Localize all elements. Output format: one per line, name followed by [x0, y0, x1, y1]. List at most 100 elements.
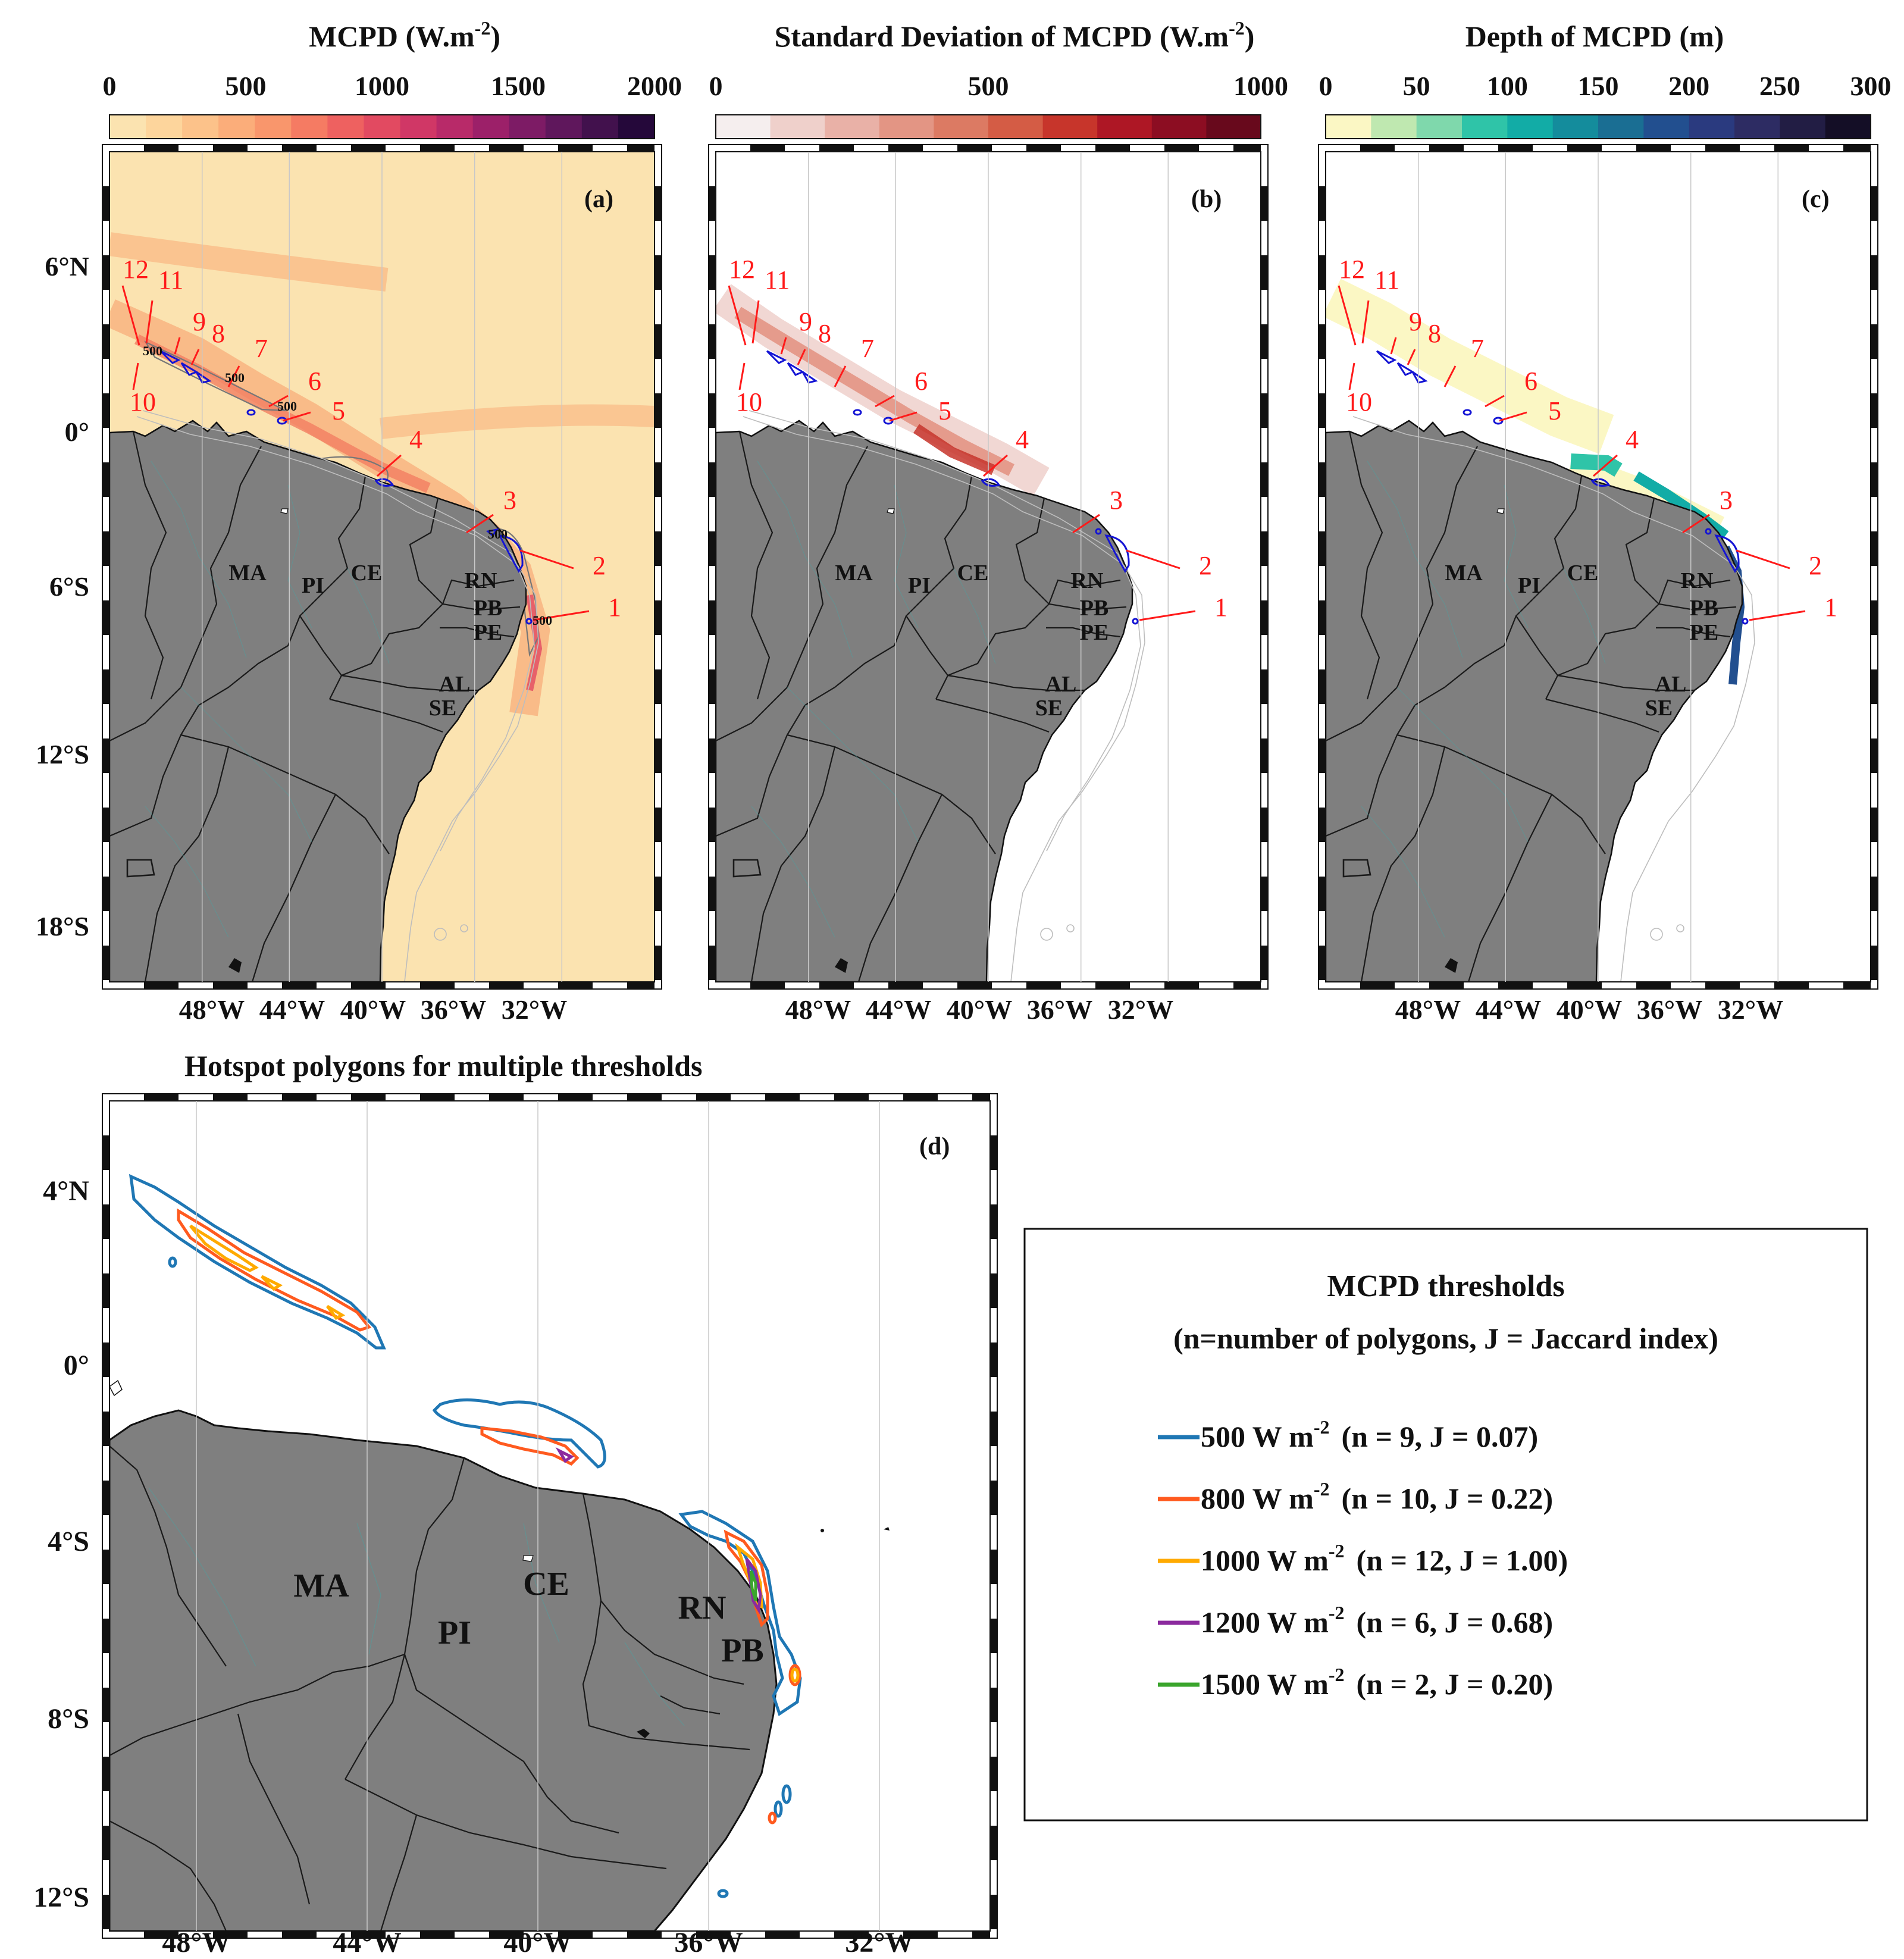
- hotspot-leader-line: [1361, 300, 1370, 344]
- state-label-se: SE: [1035, 696, 1063, 721]
- colorbar-tick-label: 50: [1403, 71, 1430, 101]
- hotspot-leader-line: [1749, 610, 1806, 621]
- x-tick-label: 36°W: [674, 1927, 743, 1958]
- hotspot-number: 7: [255, 334, 268, 363]
- y-tick-label: 8°S: [48, 1703, 89, 1735]
- legend-item-label: 1500 W m-2 (n = 2, J = 0.20): [1201, 1664, 1553, 1701]
- contour-label: 500: [225, 370, 245, 385]
- x-tick-label: 40°W: [503, 1927, 572, 1958]
- hotspot-leader-line: [797, 349, 806, 365]
- panel-a-label: (a): [584, 186, 613, 213]
- colorbar-tick-label: 150: [1578, 71, 1619, 101]
- hotspot-number: 9: [1409, 307, 1422, 336]
- hotspot-number: 8: [818, 319, 831, 348]
- panel-b-label: (b): [1191, 186, 1222, 213]
- state-label-al: AL: [1045, 672, 1077, 697]
- map-frame-border: [102, 1093, 998, 1939]
- x-tick-label: 40°W: [340, 994, 406, 1025]
- panel-d-title: Hotspot polygons for multiple thresholds: [184, 1049, 703, 1082]
- hotspot-number: 4: [1626, 425, 1639, 454]
- hotspot-leader-line: [1736, 549, 1790, 569]
- state-label-ce: CE: [351, 561, 383, 586]
- panel-c-label: (c): [1802, 186, 1830, 213]
- colorbar-swatch: [716, 115, 771, 139]
- hotspot-leader-line: [519, 549, 574, 569]
- hotspot-leader-line: [227, 365, 240, 387]
- colorbar-swatch: [1462, 115, 1508, 139]
- contour-label: 500: [277, 399, 297, 414]
- colorbar-2: Depth of MCPD (m) 0 50 100 150 200 250 300: [1319, 20, 1892, 139]
- hotspot-number: 6: [308, 367, 321, 396]
- y-tick-label: 6°N: [45, 251, 89, 281]
- colorbar-swatch: [825, 115, 880, 139]
- y-tick-label: 4°S: [48, 1526, 89, 1557]
- colorbar-swatch: [109, 115, 146, 139]
- x-tick-label: 36°W: [421, 994, 486, 1025]
- hotspot-leader-line: [466, 514, 494, 534]
- hotspot-number: 8: [212, 319, 225, 348]
- colorbar-tick-label: 500: [968, 71, 1009, 101]
- colorbar-0: MCPD (W.m-2) 0 500 1000 1500 2000: [103, 17, 682, 139]
- hotspot-number: 4: [1016, 425, 1029, 454]
- hotspot-number: 5: [332, 396, 345, 425]
- x-tick-label: 44°W: [1476, 994, 1541, 1025]
- panel-c: (c): [1318, 144, 1878, 990]
- colorbar-swatch: [1326, 115, 1371, 139]
- colorbar-tick-label: 0: [1319, 71, 1333, 101]
- legend-item-label: 1000 W m-2 (n = 12, J = 1.00): [1201, 1540, 1568, 1577]
- colorbar-tick-label: 100: [1487, 71, 1528, 101]
- panel-b: (b): [708, 144, 1269, 990]
- hotspot-number: 7: [1471, 334, 1484, 363]
- hotspot-number: 10: [736, 387, 762, 417]
- colorbar-1: Standard Deviation of MCPD (W.m-2) 0 500 10…: [709, 17, 1288, 139]
- hotspot-number: 12: [729, 255, 755, 284]
- hotspot-leader-line: [889, 411, 917, 422]
- hotspot-number: 4: [409, 425, 422, 454]
- panel-a: (a): [102, 144, 662, 990]
- colorbar-swatch: [1598, 115, 1644, 139]
- x-tick-label: 48°W: [1395, 994, 1461, 1025]
- hotspot-leader-line: [1390, 337, 1397, 355]
- colorbar-tick-label: 1000: [355, 71, 409, 101]
- map-frame-border: [708, 144, 1269, 990]
- colorbar-swatch: [1371, 115, 1417, 139]
- colorbar-swatch: [1097, 115, 1153, 139]
- colorbar-swatch: [1206, 115, 1261, 139]
- hotspot-leader-line: [834, 365, 847, 387]
- state-label-rn: RN: [1681, 568, 1714, 593]
- x-tick-label: 48°W: [162, 1927, 230, 1958]
- colorbar-tick-label: 1500: [491, 71, 546, 101]
- state-label-pb: PB: [1080, 596, 1109, 621]
- colorbar-swatch: [879, 115, 934, 139]
- colorbar-title: Standard Deviation of MCPD (W.m-2): [775, 17, 1255, 53]
- y-tick-label: 18°S: [36, 911, 89, 941]
- hotspot-number: 10: [1346, 387, 1372, 417]
- y-tick-label: 0°: [65, 417, 89, 447]
- hotspot-number: 2: [1199, 551, 1212, 580]
- legend-item: 1000 W m-2 (n = 12, J = 1.00): [1158, 1540, 1568, 1577]
- x-tick-label: 44°W: [259, 994, 325, 1025]
- colorbar-swatch: [400, 115, 437, 139]
- legend-item-label: 1200 W m-2 (n = 6, J = 0.68): [1201, 1602, 1553, 1639]
- y-tick-label: 4°N: [43, 1175, 89, 1207]
- y-tick-label: 0°: [64, 1350, 89, 1381]
- colorbar-title-tail: ): [1245, 20, 1255, 53]
- legend: MCPD thresholds (n=number of polygons, J…: [1023, 1228, 1868, 1822]
- colorbar-swatch: [472, 115, 510, 139]
- hotspot-leader-line: [268, 395, 289, 408]
- state-label-pe: PE: [1690, 620, 1719, 645]
- state-label-pb: PB: [1690, 596, 1719, 621]
- colorbar-title-tail: ): [490, 20, 500, 53]
- state-label-al: AL: [439, 672, 471, 697]
- colorbar-tick-label: 500: [226, 71, 267, 101]
- colorbar-swatch: [364, 115, 401, 139]
- hotspot-number: 6: [1524, 367, 1537, 396]
- hotspot-number: 3: [503, 486, 516, 515]
- hotspot-leader-line: [751, 300, 760, 344]
- colorbar-swatch: [291, 115, 328, 139]
- x-tick-label: 40°W: [947, 994, 1012, 1025]
- colorbar-swatch: [581, 115, 619, 139]
- hotspot-leader-line: [728, 285, 747, 346]
